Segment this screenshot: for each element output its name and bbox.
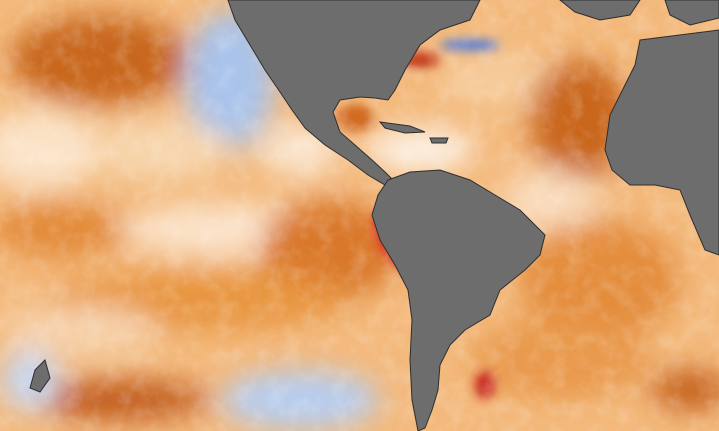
land bbox=[29, 0, 719, 431]
africa bbox=[604, 29, 719, 256]
greenland-europe bbox=[559, 0, 719, 26]
north-america bbox=[227, 0, 481, 186]
islands bbox=[29, 121, 449, 393]
south-america bbox=[371, 169, 546, 431]
